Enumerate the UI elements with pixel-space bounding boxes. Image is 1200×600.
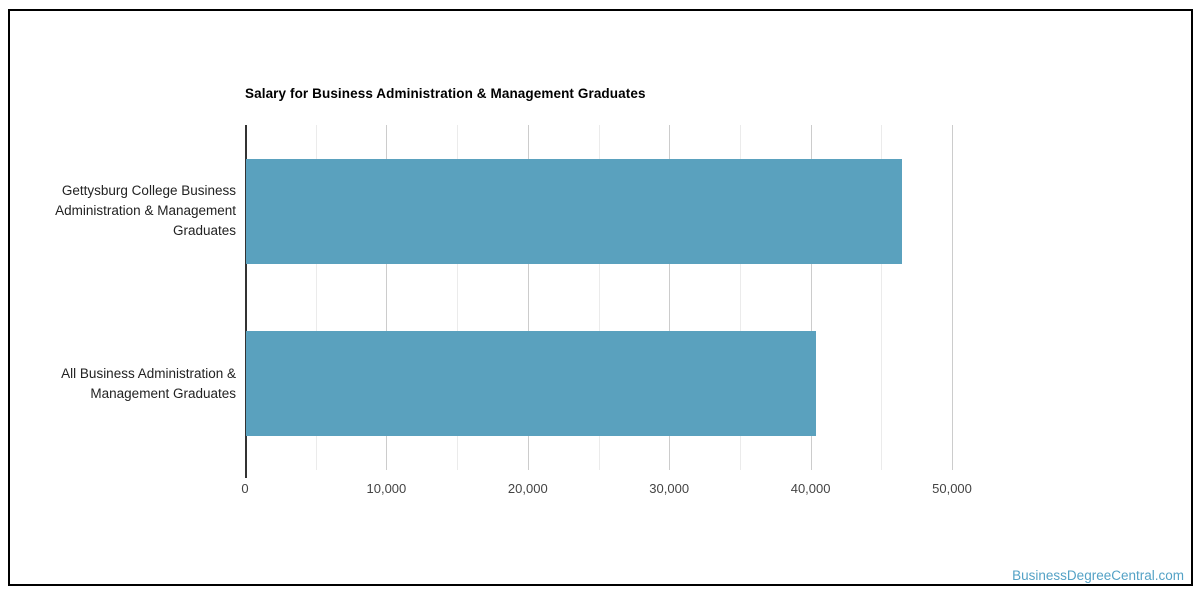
x-tick-label: 10,000 (366, 481, 407, 496)
chart-border-frame (8, 9, 1193, 586)
minor-gridline (457, 125, 459, 470)
x-tick-label: 20,000 (507, 481, 548, 496)
x-tick-label: 40,000 (790, 481, 831, 496)
major-gridline (952, 125, 953, 470)
x-tick-label: 50,000 (932, 481, 972, 496)
minor-gridline (598, 125, 600, 470)
bar[interactable] (246, 158, 903, 264)
major-gridline (810, 125, 812, 470)
major-gridline (669, 125, 671, 470)
watermark-link[interactable]: BusinessDegreeCentral.com (1012, 568, 1184, 583)
major-gridline (386, 125, 388, 470)
bar[interactable] (246, 331, 816, 437)
minor-gridline (881, 125, 883, 470)
category-label: All Business Administration & Management… (61, 365, 236, 401)
category-label: Gettysburg College Business Administrati… (55, 183, 236, 239)
x-tick-label: 0 (241, 481, 249, 496)
minor-gridline (315, 125, 317, 470)
chart-title: Salary for Business Administration & Man… (245, 86, 646, 101)
plot-area (245, 125, 953, 478)
minor-gridline (739, 125, 741, 470)
x-axis-tick-labels: 0 10,000 20,000 30,000 40,000 50,000 (241, 481, 972, 501)
x-tick-label: 30,000 (649, 481, 690, 496)
y-axis-category-labels: Gettysburg College Business Administrati… (0, 125, 240, 470)
y-axis-baseline (245, 125, 247, 478)
major-gridline (527, 125, 529, 470)
